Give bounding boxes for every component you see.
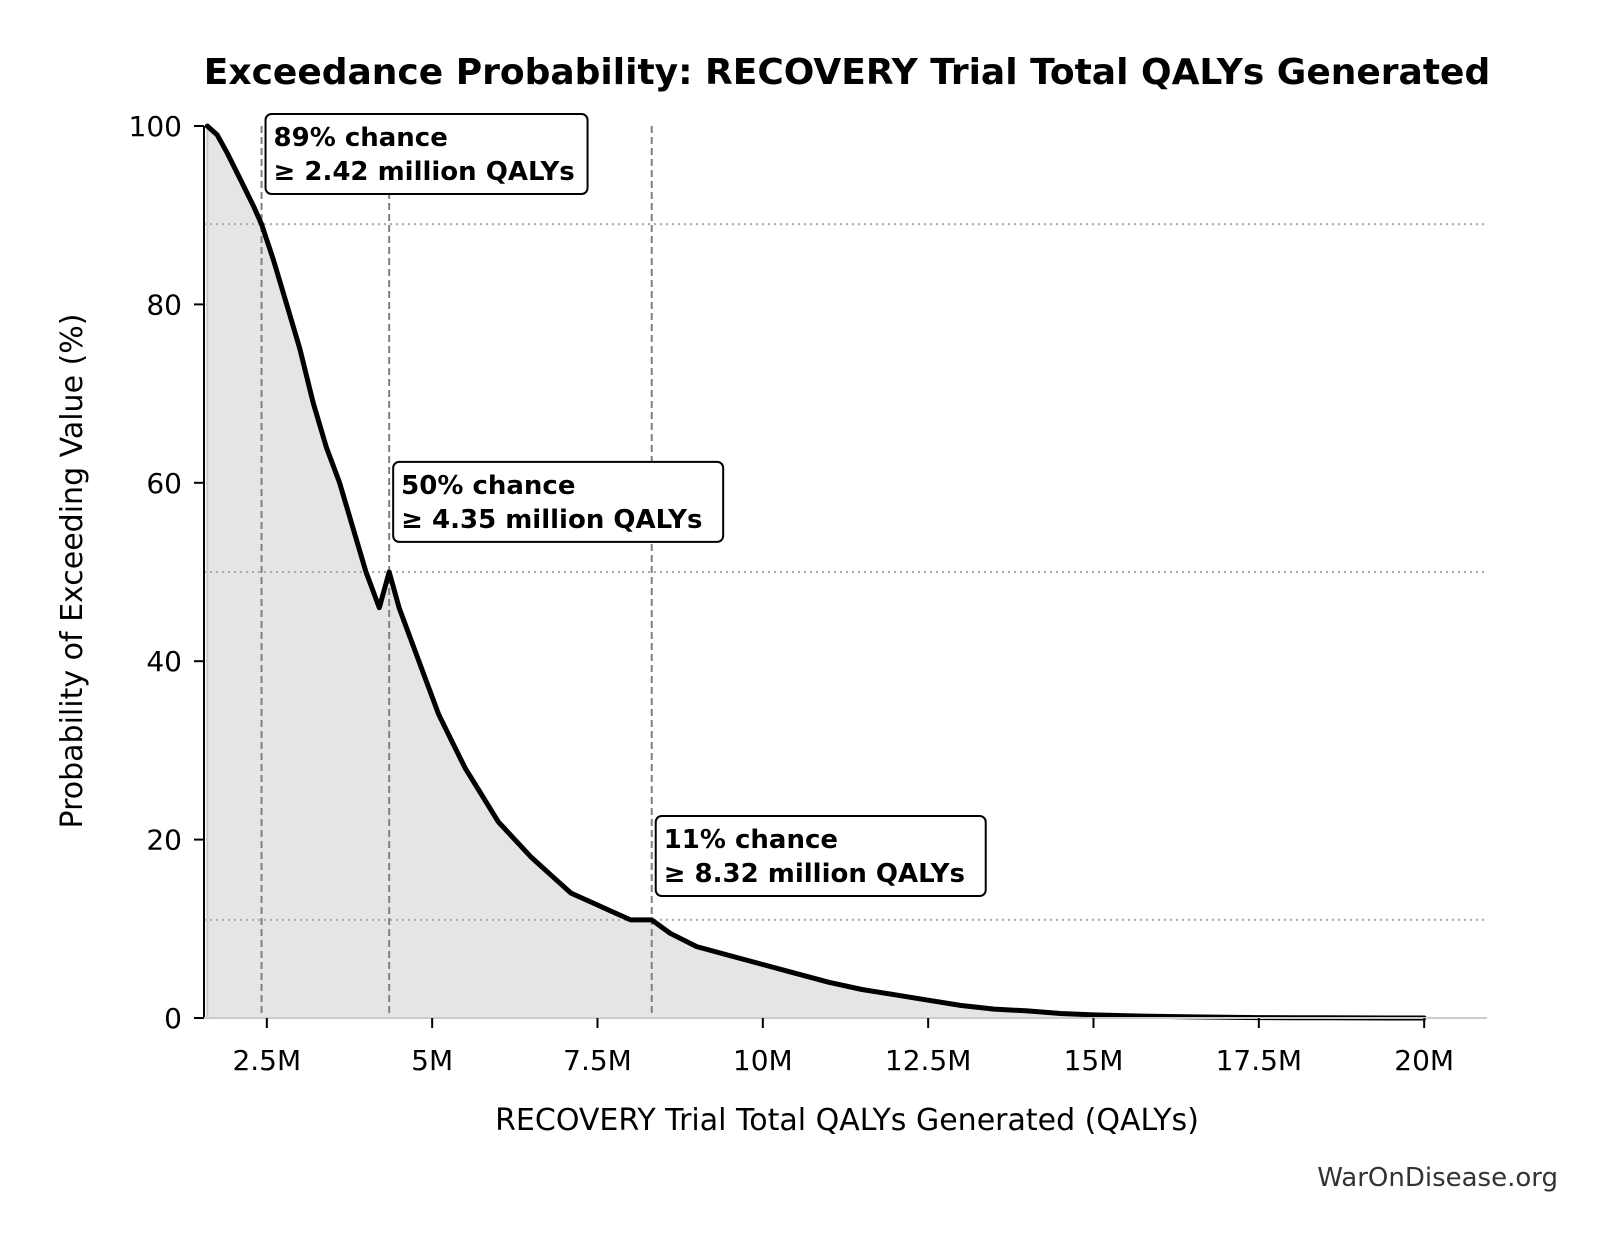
y-tick-label: 80 (146, 288, 182, 321)
y-tick-label: 40 (146, 645, 182, 678)
watermark: WarOnDisease.org (1317, 1163, 1558, 1193)
x-axis-label: RECOVERY Trial Total QALYs Generated (QA… (495, 1103, 1199, 1138)
annotation-line1: 89% chance (274, 123, 448, 153)
annotation-line2: ≥ 2.42 million QALYs (274, 157, 575, 187)
annotation-line1: 50% chance (401, 471, 575, 501)
plot-area: 0 20 40 60 80 100 2.5M 5M 7.5M 10M 12.5M 15M 17.5M 20… (129, 110, 1487, 1077)
y-tick-label: 0 (164, 1002, 182, 1035)
exceedance-curve (204, 123, 1427, 1021)
y-tick-label: 60 (146, 467, 182, 500)
x-tick-label: 20M (1394, 1044, 1454, 1077)
annotation-box-2 (392, 460, 725, 543)
annotation-line1: 11% chance (664, 825, 838, 855)
x-tick-label: 10M (733, 1044, 793, 1077)
exceedance-area (207, 126, 1425, 1018)
annotation-box-3 (654, 815, 987, 898)
annotation-line2: ≥ 8.32 million QALYs (664, 859, 965, 889)
y-tick-label: 100 (129, 110, 182, 143)
x-tick-label: 7.5M (563, 1044, 632, 1077)
y-axis-label: Probability of Exceeding Value (%) (55, 314, 90, 829)
y-tick-label: 20 (146, 824, 182, 857)
annotation-line2: ≥ 4.35 million QALYs (401, 505, 702, 535)
x-tick-label: 12.5M (885, 1044, 972, 1077)
x-tick-label: 17.5M (1216, 1044, 1303, 1077)
annotation-box-1 (264, 113, 589, 195)
x-tick-label: 2.5M (232, 1044, 301, 1077)
x-tick-label: 15M (1064, 1044, 1124, 1077)
chart-title: Exceedance Probability: RECOVERY Trial T… (204, 52, 1491, 93)
x-tick-label: 5M (411, 1044, 453, 1077)
